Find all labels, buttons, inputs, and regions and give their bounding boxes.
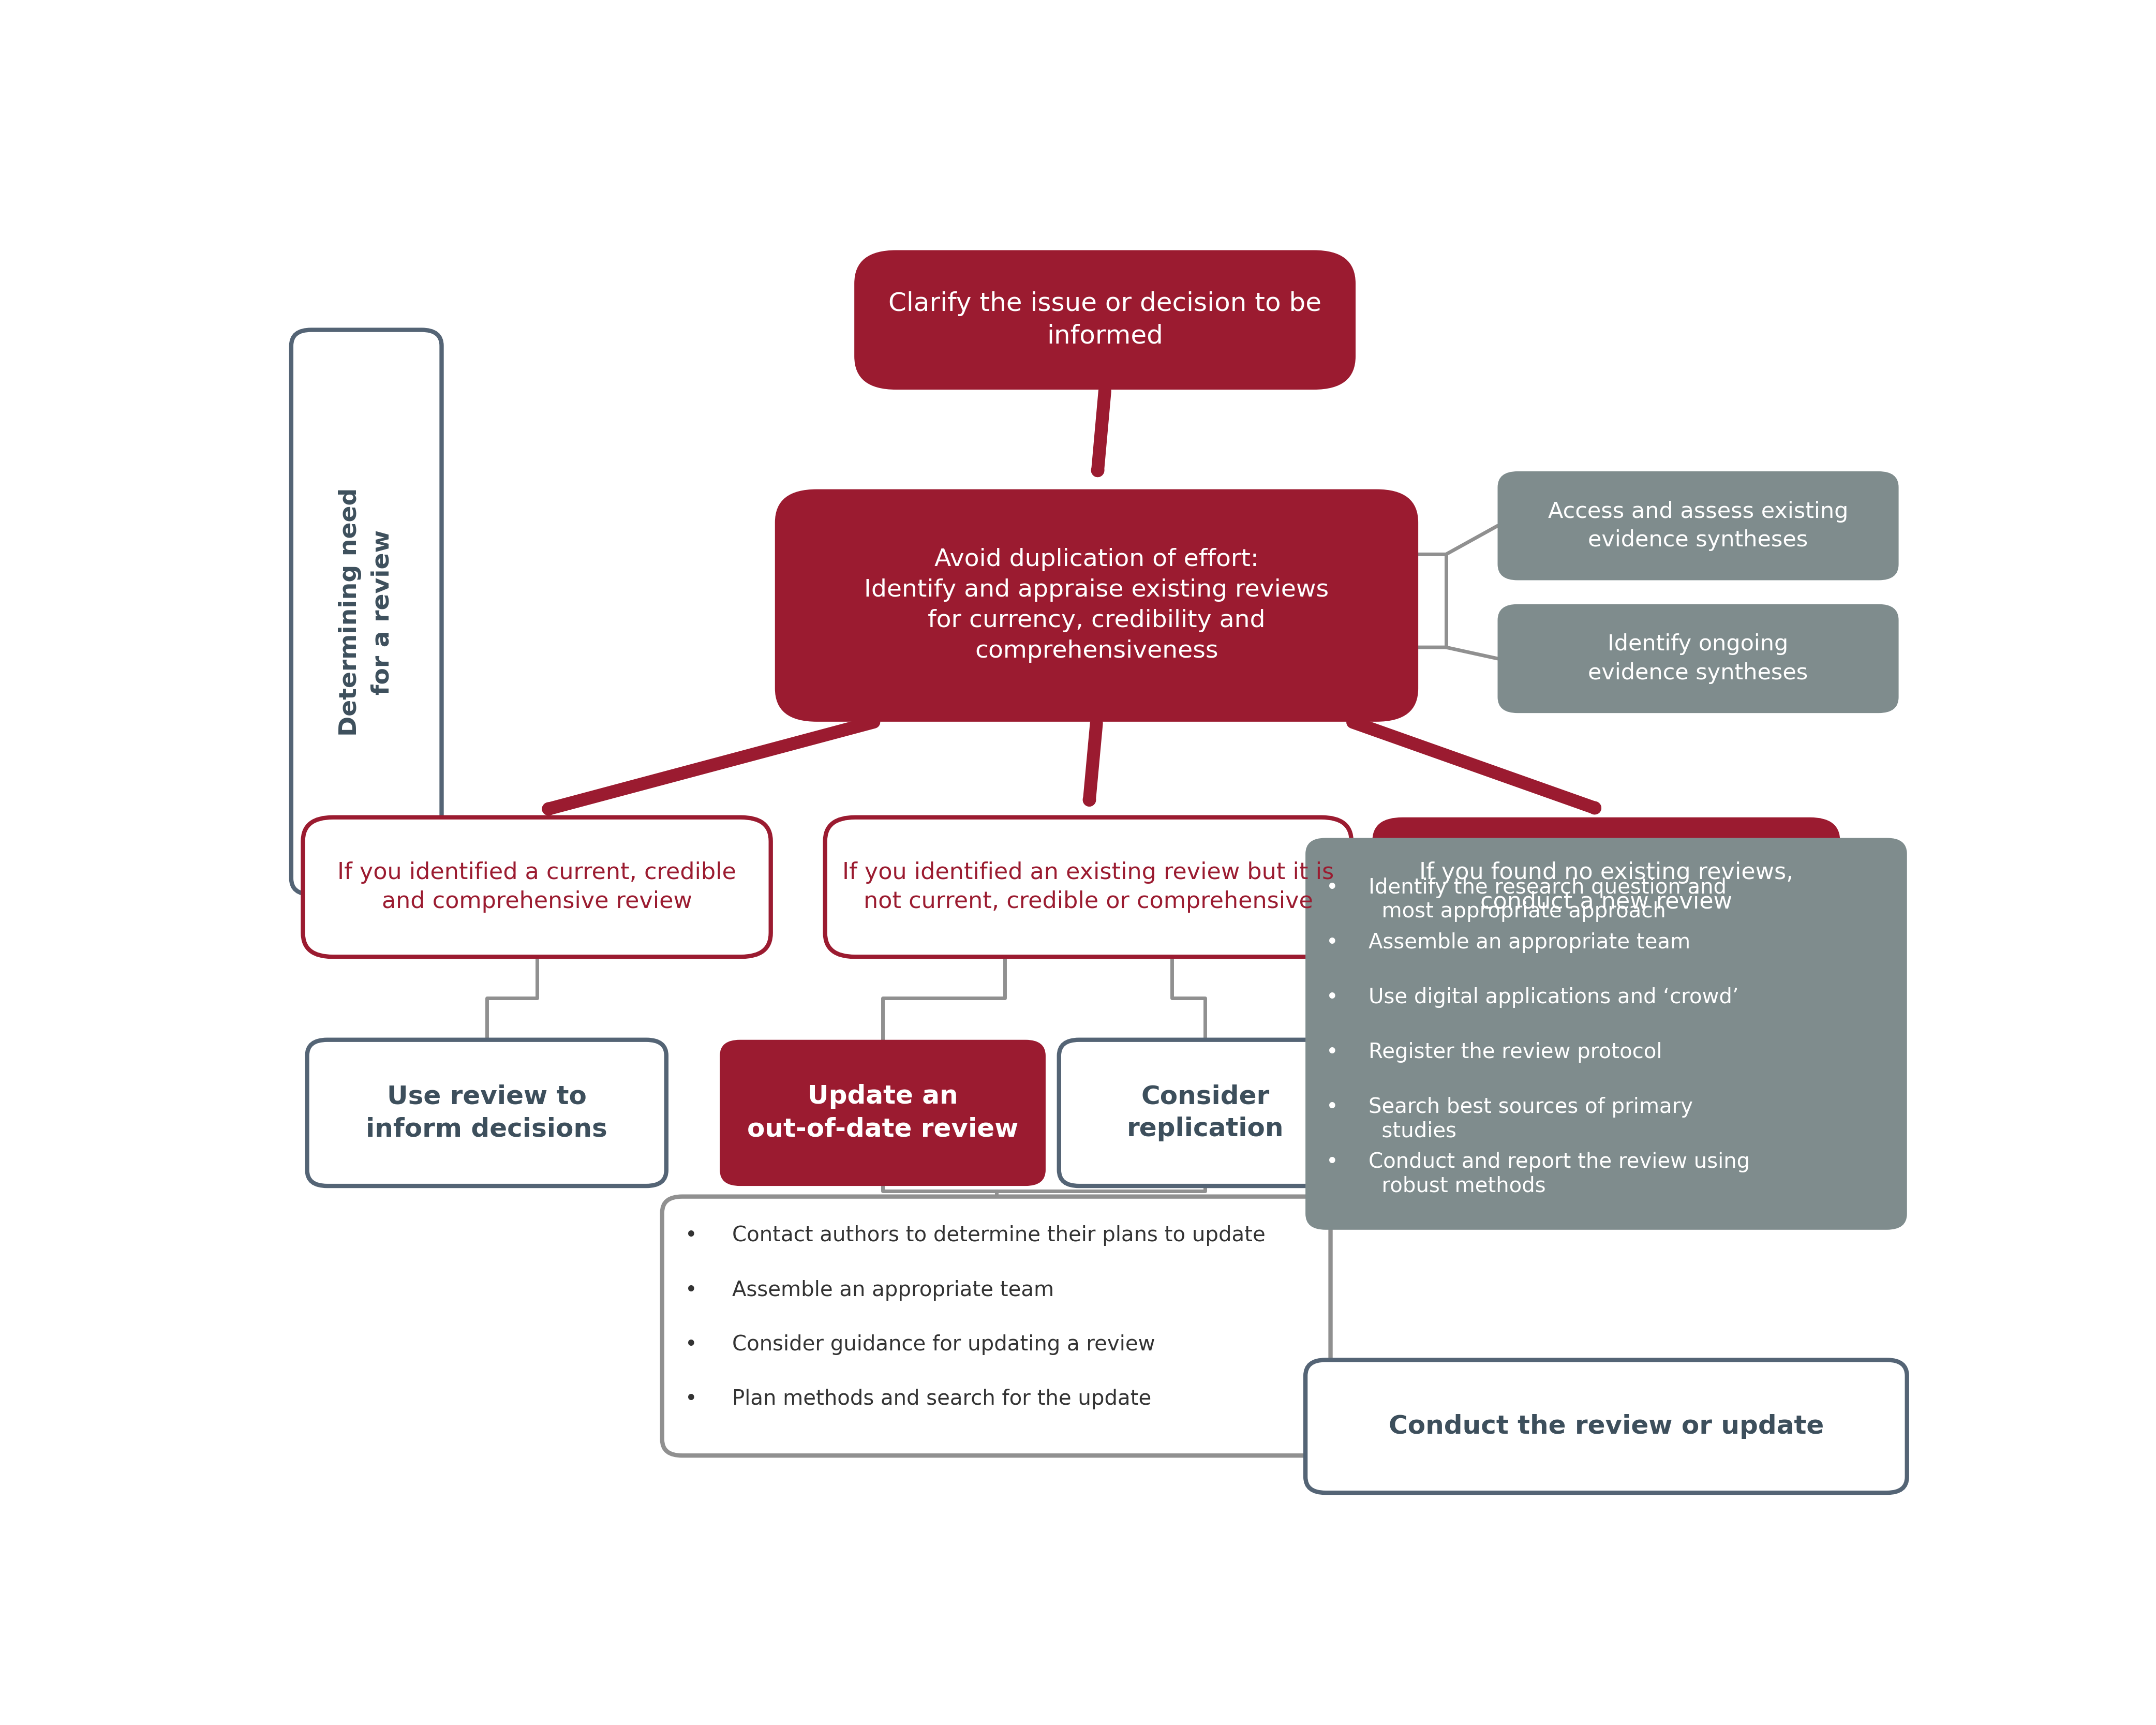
- Text: If you found no existing reviews,
conduct a new review: If you found no existing reviews, conduc…: [1419, 861, 1794, 913]
- FancyBboxPatch shape: [1307, 1359, 1908, 1492]
- Text: Use digital applications and ‘crowd’: Use digital applications and ‘crowd’: [1369, 987, 1740, 1007]
- Text: Conduct the review or update: Conduct the review or update: [1388, 1414, 1824, 1439]
- Text: If you identified an existing review but it is
not current, credible or comprehe: If you identified an existing review but…: [843, 861, 1335, 913]
- Text: Identify ongoing
evidence syntheses: Identify ongoing evidence syntheses: [1589, 633, 1809, 683]
- Text: Contact authors to determine their plans to update: Contact authors to determine their plans…: [733, 1225, 1266, 1245]
- Text: Plan methods and search for the update: Plan methods and search for the update: [733, 1389, 1151, 1409]
- Text: If you identified a current, credible
and comprehensive review: If you identified a current, credible an…: [338, 861, 735, 913]
- FancyBboxPatch shape: [302, 818, 772, 957]
- Text: Determining need
for a review: Determining need for a review: [338, 488, 395, 737]
- FancyBboxPatch shape: [1059, 1040, 1352, 1185]
- FancyBboxPatch shape: [774, 490, 1419, 721]
- FancyBboxPatch shape: [1498, 604, 1899, 712]
- Text: Identify the research question and
  most appropriate approach: Identify the research question and most …: [1369, 878, 1727, 923]
- Text: •: •: [1326, 1097, 1339, 1118]
- Text: Update an
out-of-date review: Update an out-of-date review: [748, 1083, 1018, 1142]
- FancyBboxPatch shape: [1498, 471, 1899, 580]
- FancyBboxPatch shape: [720, 1040, 1046, 1185]
- Text: Register the review protocol: Register the review protocol: [1369, 1042, 1662, 1063]
- Text: Conduct and report the review using
  robust methods: Conduct and report the review using robu…: [1369, 1152, 1751, 1197]
- Text: •: •: [686, 1389, 696, 1409]
- Text: •: •: [1326, 1042, 1339, 1063]
- Text: Consider
replication: Consider replication: [1128, 1083, 1283, 1142]
- FancyBboxPatch shape: [826, 818, 1352, 957]
- Text: Access and assess existing
evidence syntheses: Access and assess existing evidence synt…: [1548, 500, 1848, 550]
- Text: Use review to
inform decisions: Use review to inform decisions: [367, 1083, 608, 1142]
- Text: Consider guidance for updating a review: Consider guidance for updating a review: [733, 1333, 1156, 1354]
- Text: Clarify the issue or decision to be
informed: Clarify the issue or decision to be info…: [888, 292, 1322, 348]
- Text: Assemble an appropriate team: Assemble an appropriate team: [1369, 932, 1690, 952]
- FancyBboxPatch shape: [306, 1040, 666, 1185]
- Text: Avoid duplication of effort:
Identify and appraise existing reviews
for currency: Avoid duplication of effort: Identify an…: [865, 549, 1328, 662]
- Text: •: •: [1326, 1152, 1339, 1173]
- Text: •: •: [686, 1225, 696, 1245]
- Text: •: •: [1326, 932, 1339, 952]
- Text: •: •: [1326, 987, 1339, 1007]
- Text: •: •: [686, 1333, 696, 1354]
- FancyBboxPatch shape: [1307, 838, 1908, 1230]
- Text: Search best sources of primary
  studies: Search best sources of primary studies: [1369, 1097, 1692, 1142]
- FancyBboxPatch shape: [1373, 818, 1841, 957]
- Text: Assemble an appropriate team: Assemble an appropriate team: [733, 1280, 1054, 1301]
- FancyBboxPatch shape: [662, 1197, 1330, 1456]
- FancyBboxPatch shape: [291, 329, 442, 894]
- FancyBboxPatch shape: [854, 250, 1356, 390]
- Text: •: •: [1326, 878, 1339, 899]
- Text: •: •: [686, 1280, 696, 1301]
